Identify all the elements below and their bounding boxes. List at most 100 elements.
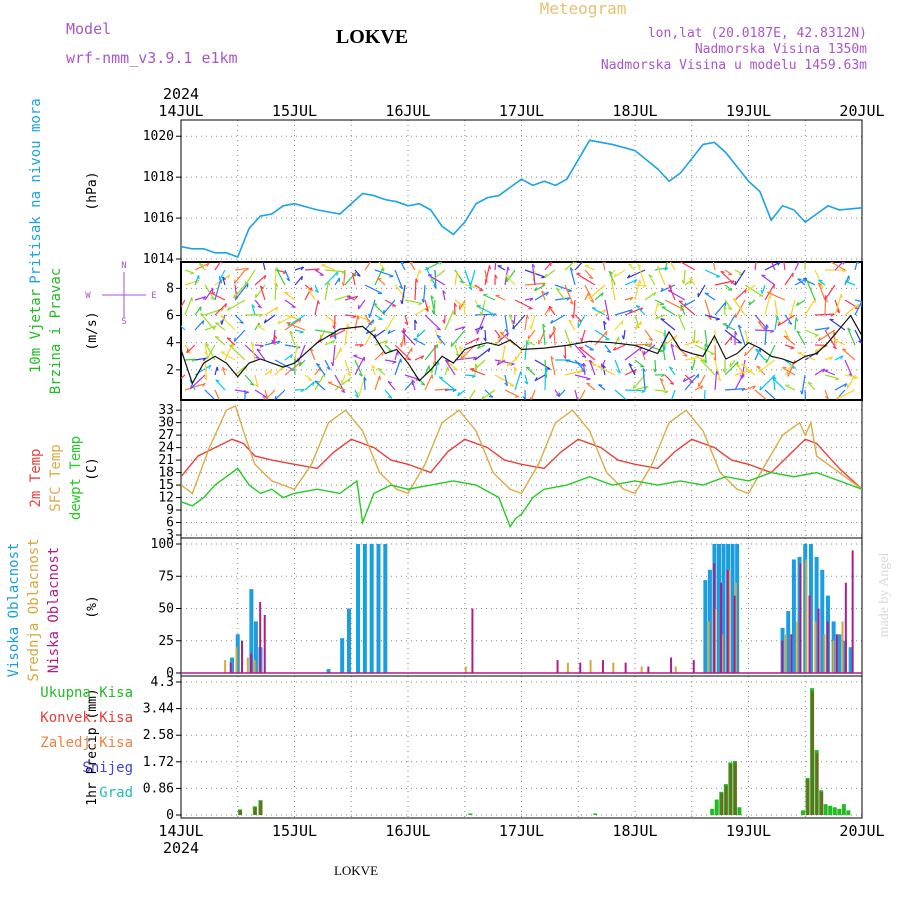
wind-arrow bbox=[705, 315, 720, 319]
wind-arrow bbox=[645, 330, 653, 341]
pressure-title: Pritisak na nivou mora bbox=[28, 98, 44, 283]
wind-arrowhead bbox=[300, 332, 304, 333]
wind-arrow bbox=[845, 304, 859, 315]
wind-arrow bbox=[625, 347, 642, 360]
cloud-bar bbox=[247, 658, 249, 673]
cloud-bar bbox=[254, 660, 256, 673]
cloud-bar bbox=[590, 660, 592, 673]
wind-arrowhead bbox=[762, 275, 766, 276]
cloud-bar bbox=[708, 621, 710, 673]
wind-arrow bbox=[322, 265, 335, 270]
wind-arrow bbox=[825, 285, 835, 299]
wind-arrow bbox=[635, 360, 644, 367]
cloud-bar bbox=[790, 634, 792, 673]
wind-arrow bbox=[526, 367, 535, 375]
wind-arrowhead bbox=[215, 337, 219, 338]
wind-arrowhead bbox=[790, 348, 794, 349]
wind-arrow bbox=[395, 359, 401, 375]
wind-arrowhead bbox=[513, 325, 514, 329]
cloud-bar bbox=[818, 609, 820, 674]
wind-arrowhead bbox=[527, 315, 528, 319]
wind-arrowhead bbox=[451, 343, 452, 347]
wind-arrow bbox=[785, 273, 793, 285]
wind-arrow bbox=[215, 323, 225, 330]
cloud-bar bbox=[465, 667, 467, 673]
wind-arrow bbox=[470, 369, 485, 375]
wind-arrow bbox=[845, 360, 852, 376]
wind-arrow bbox=[587, 383, 595, 390]
cloud-bar bbox=[579, 663, 581, 673]
wind-arrow bbox=[345, 324, 348, 345]
wind-arrow bbox=[655, 302, 658, 315]
precip-conv-bar bbox=[254, 807, 257, 815]
cloud-bar bbox=[250, 654, 252, 673]
wind-arrowhead bbox=[192, 297, 193, 301]
precip-total-bar bbox=[468, 813, 472, 815]
temp-line-0 bbox=[181, 439, 862, 489]
wind-arrow bbox=[265, 307, 278, 315]
cloud-bar bbox=[792, 559, 796, 673]
temp-title-2m: 2m Temp bbox=[28, 448, 44, 507]
wind-arrow bbox=[635, 285, 647, 286]
wind-arrow bbox=[528, 330, 535, 339]
watermark: made by Angel bbox=[877, 553, 892, 638]
wind-arrowhead bbox=[661, 319, 665, 320]
wind-arrow bbox=[465, 270, 472, 290]
wind-arrow bbox=[475, 285, 483, 291]
wind-arrow bbox=[762, 285, 765, 294]
day-label-top: 18JUL bbox=[612, 102, 657, 120]
wind-arrow bbox=[597, 366, 615, 375]
compass-n: N bbox=[121, 261, 126, 271]
wind-arrow bbox=[315, 300, 318, 315]
wind-arrows bbox=[168, 249, 864, 411]
wind-arrow bbox=[285, 292, 295, 300]
wind-arrow bbox=[482, 390, 495, 399]
wind-arrow bbox=[711, 251, 715, 270]
y-tick-label: 2 bbox=[166, 363, 174, 378]
wind-arrow bbox=[375, 376, 380, 390]
unit-label: (hPa) bbox=[85, 171, 100, 210]
wind-arrow bbox=[704, 390, 705, 409]
wind-arrow bbox=[725, 362, 738, 375]
model-altitude-text: Nadmorska Visina u modelu 1459.63m bbox=[601, 58, 867, 73]
wind-arrowhead bbox=[287, 322, 291, 323]
wind-arrow bbox=[762, 275, 775, 285]
wind-arrowhead bbox=[369, 314, 370, 318]
day-label-top: 20JUL bbox=[839, 102, 884, 120]
wind-arrowhead bbox=[622, 335, 623, 339]
cloud-bar bbox=[814, 621, 816, 673]
precip-conv-bar bbox=[720, 793, 723, 815]
wind-title-1: 10m Vjetar bbox=[28, 289, 44, 373]
y-tick-label: 4 bbox=[166, 336, 174, 351]
day-label-top: 17JUL bbox=[499, 102, 544, 120]
wind-arrowhead bbox=[731, 337, 732, 341]
wind-arrow bbox=[445, 367, 448, 375]
wind-arrow bbox=[315, 270, 324, 275]
wind-arrow bbox=[692, 360, 695, 370]
model-name: wrf-nmm_v3.9.1 e1km bbox=[66, 49, 238, 67]
precip-conv-bar bbox=[725, 786, 728, 815]
cloud-bar bbox=[363, 544, 367, 673]
cloud-bar bbox=[235, 647, 237, 673]
wind-arrow bbox=[531, 315, 535, 329]
wind-arrow bbox=[370, 300, 375, 318]
wind-arrow bbox=[585, 270, 593, 279]
wind-arrow bbox=[215, 390, 222, 406]
wind-arrow bbox=[790, 300, 795, 317]
wind-arrow bbox=[471, 270, 475, 286]
wind-arrowhead bbox=[757, 253, 758, 257]
wind-arrow bbox=[235, 283, 248, 300]
wind-arrowhead bbox=[659, 351, 663, 352]
y-tick-label: 4.3 bbox=[151, 675, 174, 690]
wind-arrow bbox=[785, 345, 794, 348]
wind-arrowhead bbox=[669, 401, 670, 405]
wind-arrowhead bbox=[530, 326, 531, 330]
wind-arrow bbox=[582, 330, 585, 342]
wind-arrow bbox=[472, 360, 485, 372]
wind-arrow bbox=[275, 283, 276, 300]
wind-arrowhead bbox=[489, 265, 490, 269]
wind-arrowhead bbox=[262, 258, 265, 261]
precip-total-bar bbox=[833, 807, 837, 815]
wind-arrowhead bbox=[841, 294, 842, 298]
